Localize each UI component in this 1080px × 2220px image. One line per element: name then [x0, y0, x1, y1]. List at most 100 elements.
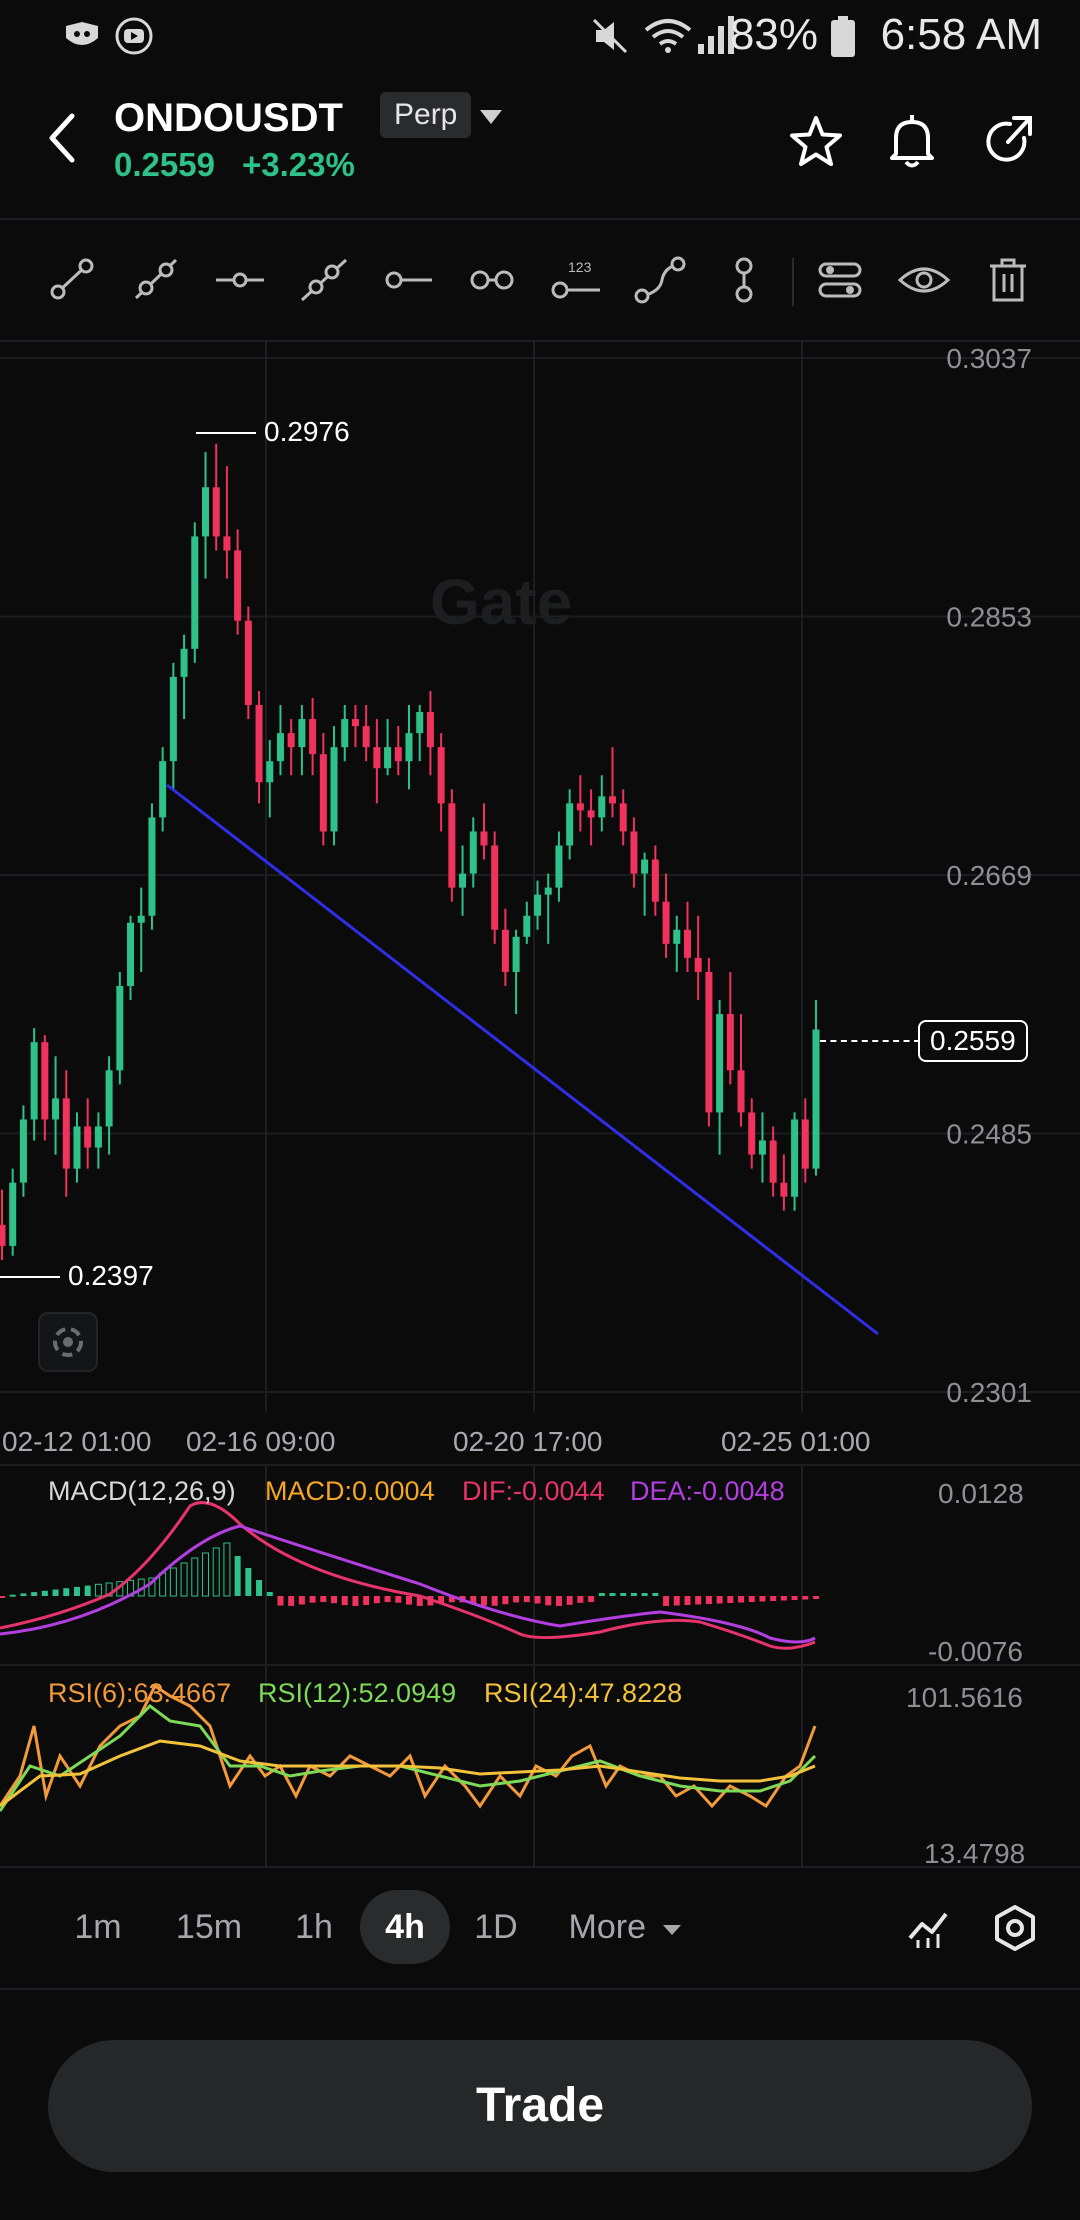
candle [84, 1098, 92, 1169]
path-icon[interactable] [632, 252, 688, 308]
timeframe-1m[interactable]: 1m [74, 1908, 122, 1946]
rsi-panel[interactable] [0, 1666, 1080, 1866]
candle-body [448, 803, 456, 888]
candle [437, 733, 445, 832]
trend-line-icon[interactable] [44, 252, 100, 308]
pair-symbol[interactable]: ONDOUSDT [114, 96, 343, 140]
macd-bar [791, 1596, 798, 1600]
time-label: 02-12 01:00 [2, 1426, 152, 1457]
indicators-icon[interactable] [904, 1904, 952, 1952]
dea-line [0, 1524, 816, 1644]
candle [180, 634, 188, 720]
candle-body [544, 887, 552, 895]
timeframe-4h[interactable]: 4h [360, 1890, 450, 1964]
macd-histogram [0, 1542, 819, 1606]
candle [683, 901, 691, 972]
time-label: 02-20 17:00 [453, 1426, 603, 1457]
bell-alert-icon[interactable] [886, 112, 938, 170]
macd-bar [234, 1556, 241, 1596]
candle [137, 887, 145, 972]
macd-bar [534, 1596, 541, 1604]
candle [319, 733, 327, 846]
candle [791, 1112, 799, 1211]
macd-bar [545, 1596, 552, 1606]
candle-body [683, 929, 691, 958]
candle [459, 845, 467, 916]
macd-bar [738, 1596, 745, 1603]
macd-bar [406, 1596, 412, 1605]
chevron-down-icon [663, 1925, 682, 1935]
macd-bar [513, 1596, 520, 1603]
ray-icon[interactable] [128, 252, 184, 308]
candle-body [319, 754, 327, 832]
macd-bar [20, 1593, 27, 1596]
macd-bar [148, 1577, 156, 1597]
candle [148, 803, 156, 930]
candle-body [137, 915, 145, 923]
candle-body [630, 831, 638, 874]
macd-title: MACD(12,26,9) [48, 1476, 236, 1506]
candle-body [705, 971, 713, 1113]
chevron-down-icon[interactable] [478, 108, 504, 126]
horizontal-ray-icon[interactable] [380, 252, 436, 308]
macd-bar [416, 1596, 423, 1606]
candle [362, 705, 370, 762]
timeframe-15m[interactable]: 15m [175, 1908, 243, 1946]
candle-body [426, 712, 434, 748]
star-favorite-icon[interactable] [788, 114, 844, 170]
chart-settings-icon[interactable] [992, 1904, 1038, 1952]
time-label: 02-16 09:00 [186, 1426, 336, 1457]
trade-button[interactable]: Trade [48, 2040, 1032, 2172]
share-icon[interactable] [980, 114, 1036, 170]
candle [758, 1112, 766, 1183]
pair-header: ONDOUSDT Perp 0.2559 +3.23% [0, 80, 1080, 220]
macd-bar [395, 1596, 402, 1603]
candle [769, 1126, 777, 1197]
candle-body [405, 733, 413, 762]
candle-body [362, 726, 370, 748]
rsi-axis-bottom: 13.4798 [924, 1838, 1026, 1869]
low-price-label: 0.2397 [68, 1260, 154, 1291]
candles [0, 443, 820, 1260]
macd-bar [373, 1596, 380, 1604]
macd-bar [288, 1596, 295, 1606]
price-label-icon[interactable]: 123 [548, 252, 604, 308]
vertical-line-icon[interactable] [716, 252, 772, 308]
contract-type-badge[interactable]: Perp [380, 92, 472, 138]
candle-body [0, 1224, 6, 1246]
candle [726, 971, 734, 1085]
macd-bar [223, 1542, 231, 1597]
candle-body [169, 676, 177, 762]
drawing-toolbar: 123 [0, 222, 1080, 340]
drawing-settings-icon[interactable] [812, 252, 868, 308]
macd-bar [491, 1596, 498, 1606]
macd-bar [652, 1593, 659, 1596]
candle-body [619, 803, 627, 832]
visibility-eye-icon[interactable] [896, 252, 952, 308]
trend-line-drawing[interactable] [166, 783, 879, 1336]
candle [287, 719, 295, 776]
candle [641, 852, 649, 916]
magnet-icon [53, 1327, 83, 1357]
macd-bar [52, 1589, 59, 1596]
horizontal-line-icon[interactable] [212, 252, 268, 308]
macd-panel[interactable] [0, 1466, 1080, 1664]
candle-body [726, 1014, 734, 1071]
timeframe-1d[interactable]: 1D [474, 1908, 518, 1946]
timeframe-more[interactable]: More [556, 1890, 696, 1964]
back-arrow-icon[interactable] [44, 110, 80, 166]
candle [523, 901, 531, 944]
candle [73, 1112, 81, 1183]
timeframe-1h[interactable]: 1h [295, 1908, 333, 1946]
candlestick-chart[interactable]: Gate 0.3037 0.2853 0.2669 0.2485 0.2301 [0, 342, 1080, 1412]
candle-body [459, 873, 467, 888]
bottom-divider [0, 1988, 1080, 1990]
parallel-channel-icon[interactable] [464, 252, 520, 308]
macd-bar [9, 1594, 16, 1597]
candle-body [651, 859, 659, 902]
extended-line-icon[interactable] [296, 252, 352, 308]
delete-trash-icon[interactable] [980, 252, 1036, 308]
macd-bar [438, 1596, 445, 1604]
magnet-button[interactable] [38, 1312, 98, 1372]
candle [0, 1189, 6, 1260]
